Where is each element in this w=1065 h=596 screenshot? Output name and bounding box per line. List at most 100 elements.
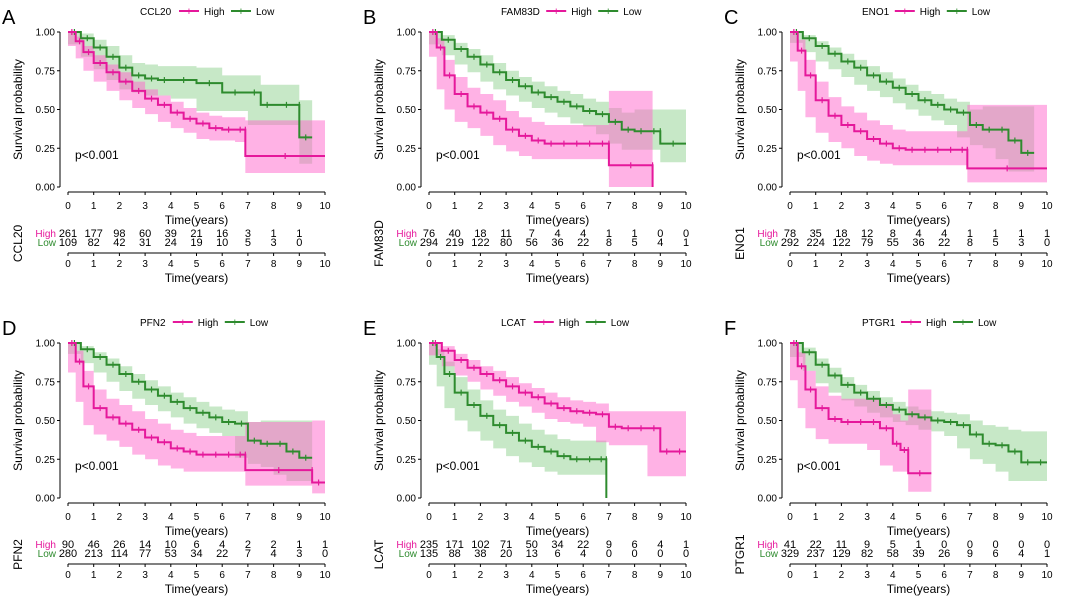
risk-count-low: 26 bbox=[938, 548, 950, 560]
x-axis-title: Time(years) bbox=[165, 524, 229, 538]
legend-title: CCL20 bbox=[140, 7, 172, 18]
x-tick-label: 5 bbox=[916, 512, 922, 523]
risk-count-low: 5 bbox=[993, 237, 999, 249]
risk-count-high: 102 bbox=[471, 539, 489, 551]
risk-count-low: 3 bbox=[1018, 237, 1024, 249]
x-tick-label: 9 bbox=[1019, 201, 1025, 212]
legend: CCL20 + High + Low bbox=[140, 6, 275, 18]
survival-curve-low bbox=[429, 31, 686, 145]
risk-count-low: 53 bbox=[165, 548, 177, 560]
legend-low-mark: + bbox=[605, 6, 611, 18]
risk-x-tick-label: 1 bbox=[91, 259, 97, 270]
risk-x-tick-label: 7 bbox=[245, 570, 251, 581]
risk-row-low-label: Low bbox=[38, 238, 57, 249]
km-panel-A: A CCL20 + High + Low 0.00 0.25 0.50 0.75 1.00 Survi… bbox=[2, 6, 331, 285]
risk-table-gene-label: PFN2 bbox=[11, 539, 25, 570]
risk-count-high: 2 bbox=[245, 539, 251, 551]
risk-count-high: 34 bbox=[551, 539, 563, 551]
survival-curve-high bbox=[68, 31, 325, 157]
risk-count-low: 80 bbox=[500, 237, 512, 249]
risk-x-tick-label: 10 bbox=[1041, 570, 1053, 581]
risk-count-low: 55 bbox=[887, 237, 899, 249]
y-tick-label: 0.25 bbox=[758, 455, 778, 466]
risk-count-low: 31 bbox=[139, 237, 151, 249]
x-axis-title: Time(years) bbox=[165, 213, 229, 227]
risk-count-low: 13 bbox=[526, 548, 538, 560]
risk-count-high: 35 bbox=[810, 228, 822, 240]
risk-x-tick-label: 7 bbox=[245, 259, 251, 270]
p-value: p<0.001 bbox=[75, 148, 119, 162]
x-tick-label: 8 bbox=[993, 512, 999, 523]
survival-curve-high bbox=[429, 342, 686, 453]
risk-count-high: 1 bbox=[1044, 228, 1050, 240]
x-tick-label: 8 bbox=[271, 201, 277, 212]
y-tick-label: 0.00 bbox=[758, 183, 778, 194]
panel-letter: A bbox=[2, 7, 16, 29]
risk-x-tick-label: 0 bbox=[787, 259, 793, 270]
risk-x-tick-label: 0 bbox=[426, 570, 432, 581]
x-tick-label: 10 bbox=[1041, 512, 1053, 523]
risk-x-tick-label: 10 bbox=[319, 570, 331, 581]
risk-x-tick-label: 9 bbox=[1019, 570, 1025, 581]
risk-count-high: 4 bbox=[657, 539, 663, 551]
risk-x-tick-label: 7 bbox=[606, 259, 612, 270]
y-axis-title: Survival probability bbox=[733, 370, 747, 471]
risk-count-high: 7 bbox=[529, 228, 535, 240]
y-tick-label: 0.25 bbox=[758, 144, 778, 155]
risk-x-tick-label: 3 bbox=[503, 570, 509, 581]
x-tick-label: 9 bbox=[297, 201, 303, 212]
risk-x-tick-label: 10 bbox=[680, 259, 692, 270]
risk-count-high: 1 bbox=[296, 228, 302, 240]
risk-count-low: 38 bbox=[474, 548, 486, 560]
y-tick-label: 0.25 bbox=[36, 455, 56, 466]
risk-count-low: 237 bbox=[807, 548, 825, 560]
risk-count-low: 36 bbox=[912, 237, 924, 249]
risk-x-tick-label: 5 bbox=[194, 570, 200, 581]
y-axis-title: Survival probability bbox=[733, 59, 747, 160]
x-tick-label: 6 bbox=[941, 512, 947, 523]
x-tick-label: 2 bbox=[839, 201, 845, 212]
risk-count-high: 9 bbox=[606, 539, 612, 551]
risk-row-low-label: Low bbox=[760, 549, 779, 560]
risk-count-low: 213 bbox=[85, 548, 103, 560]
x-tick-label: 10 bbox=[680, 512, 692, 523]
risk-x-axis-title: Time(years) bbox=[526, 582, 590, 596]
legend-low-mark: + bbox=[232, 317, 238, 329]
x-tick-label: 7 bbox=[245, 512, 251, 523]
risk-count-low: 24 bbox=[165, 237, 177, 249]
risk-count-low: 0 bbox=[1044, 237, 1050, 249]
risk-x-tick-label: 0 bbox=[787, 570, 793, 581]
x-axis-title: Time(years) bbox=[526, 524, 590, 538]
legend-high-mark: + bbox=[541, 317, 547, 329]
x-tick-label: 0 bbox=[65, 201, 71, 212]
x-tick-label: 7 bbox=[245, 201, 251, 212]
risk-x-tick-label: 3 bbox=[503, 259, 509, 270]
legend-high-mark: + bbox=[902, 6, 908, 18]
legend-low-mark: + bbox=[238, 6, 244, 18]
p-value: p<0.001 bbox=[75, 459, 119, 473]
y-axis-title: Survival probability bbox=[11, 370, 25, 471]
x-tick-label: 8 bbox=[632, 512, 638, 523]
survival-curve-high bbox=[429, 31, 654, 187]
panel-letter: B bbox=[363, 7, 376, 29]
survival-curve-low bbox=[68, 31, 313, 139]
risk-count-low: 22 bbox=[938, 237, 950, 249]
risk-count-low: 10 bbox=[216, 237, 228, 249]
risk-count-high: 18 bbox=[474, 228, 486, 240]
risk-count-low: 56 bbox=[526, 237, 538, 249]
risk-count-low: 58 bbox=[887, 548, 899, 560]
legend-low-label: Low bbox=[256, 7, 275, 18]
risk-count-low: 109 bbox=[59, 237, 77, 249]
risk-x-tick-label: 4 bbox=[529, 259, 535, 270]
km-panel-B: B FAM83D + High + Low 0.00 0.25 0.50 0.75 1.00 Surv… bbox=[363, 6, 692, 285]
risk-row-high-label: High bbox=[757, 540, 778, 551]
risk-x-tick-label: 2 bbox=[478, 570, 484, 581]
legend-high-label: High bbox=[204, 7, 225, 18]
x-tick-label: 5 bbox=[916, 201, 922, 212]
risk-x-tick-label: 2 bbox=[839, 259, 845, 270]
y-tick-label: 0.00 bbox=[36, 183, 56, 194]
y-tick-label: 0.75 bbox=[397, 377, 417, 388]
x-axis-title: Time(years) bbox=[887, 213, 951, 227]
x-tick-label: 4 bbox=[529, 512, 535, 523]
